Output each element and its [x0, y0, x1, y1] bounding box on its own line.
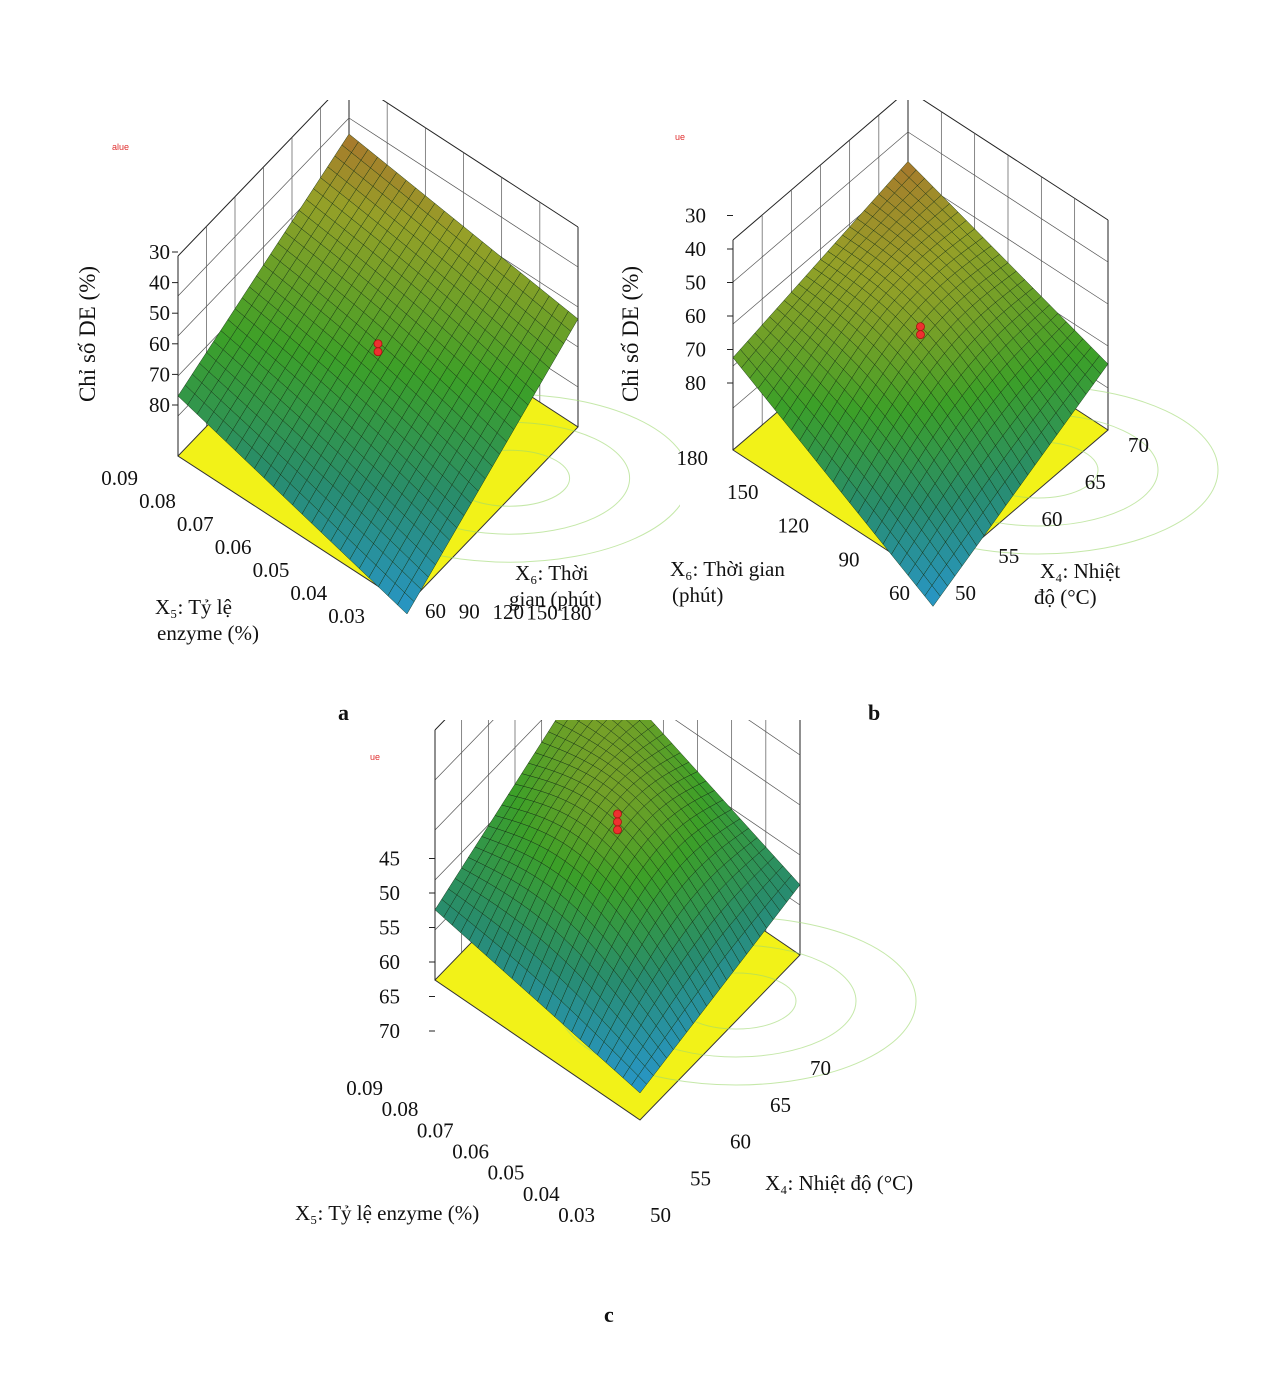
wall-grid-line: [748, 720, 801, 756]
panel-label-b: b: [868, 700, 881, 725]
y-tick-label: 65: [1085, 470, 1106, 494]
y-tick-label: 70: [810, 1056, 831, 1080]
corner-legend-fragment: ue: [370, 752, 380, 762]
y-tick-label: 60: [1042, 507, 1063, 531]
y-tick-label: 50: [955, 581, 976, 605]
y-axis-label: X₄: Nhiệt: [1040, 559, 1120, 583]
x-tick-label: 0.05: [488, 1161, 525, 1185]
wall-grid-line: [434, 720, 494, 781]
design-point: [916, 322, 925, 332]
response-surface: [732, 161, 1109, 607]
z-tick-label: 50: [149, 301, 170, 325]
x-axis-label-line2: (phút): [672, 583, 723, 607]
response-surface: [177, 133, 579, 615]
z-tick-label: 80: [149, 393, 170, 417]
z-tick-label: 50: [685, 271, 706, 295]
x-tick-label: 0.08: [139, 489, 176, 513]
y-tick-label: 50: [650, 1203, 671, 1227]
y-tick-label: 120: [493, 600, 525, 624]
wall-grid-line: [177, 117, 350, 297]
wall-grid-line: [434, 720, 543, 831]
surface-patch: [631, 1075, 647, 1094]
surface-patch: [924, 585, 941, 607]
y-tick-label: 150: [526, 601, 558, 625]
x-axis-label-line2: enzyme (%): [157, 621, 259, 645]
x-tick-label: 0.03: [328, 604, 365, 628]
z-tick-label: 65: [379, 985, 400, 1009]
z-tick-label: 60: [685, 304, 706, 328]
z-axis-label: Chỉ số DE (%): [618, 266, 643, 402]
surface-plot-c-svg: 70 65 60 55 50 45 0.090.080.070.060.050.040.03…: [295, 720, 917, 1227]
design-point: [373, 339, 383, 349]
corner-legend-fragment: ue: [675, 132, 685, 142]
y-tick-label: 70: [1128, 433, 1149, 457]
x-tick-label: 0.09: [346, 1076, 383, 1100]
x-tick-label: 0.07: [417, 1118, 454, 1142]
x-tick-label: 0.09: [101, 466, 138, 490]
design-point: [613, 809, 622, 819]
x-tick-label: 0.06: [452, 1140, 489, 1164]
z-tick-label: 50: [379, 881, 400, 905]
design-point: [373, 347, 383, 357]
z-tick-label: 30: [685, 204, 706, 228]
x-tick-label: 0.04: [523, 1182, 560, 1206]
z-tick-label: 80: [685, 371, 706, 395]
surface-plot-b-svg: 80 70 60 50 40 30 180 150 120 90 60 70 65 60 55 50 Chỉ s…: [618, 100, 1219, 609]
z-tick-label: 60: [149, 332, 170, 356]
x-tick-label: 90: [839, 547, 860, 571]
y-axis-label-line2: độ (°C): [1034, 585, 1097, 609]
wall-grid-line: [348, 117, 579, 268]
z-tick-label: 70: [379, 1019, 400, 1043]
panel-label-c: c: [604, 1302, 614, 1327]
y-tick-label: 180: [560, 601, 592, 625]
x-axis-label: X₅: Tỷ lệ: [155, 595, 232, 619]
x-tick-label: 0.04: [290, 581, 327, 605]
surface-patch: [397, 592, 415, 615]
z-tick-label: 30: [149, 240, 170, 264]
x-axis-label: X₆: Thời gian: [670, 557, 785, 581]
x-tick-label: 0.03: [558, 1203, 595, 1227]
response-surface: [434, 720, 801, 1094]
x-tick-label: 180: [677, 446, 709, 470]
y-tick-label: 90: [459, 600, 480, 624]
z-tick-label: 70: [685, 338, 706, 362]
z-tick-label: 40: [685, 237, 706, 261]
z-axis-label: Chỉ số DE (%): [75, 266, 100, 402]
z-tick-label: 45: [379, 847, 400, 871]
y-tick-label: 55: [690, 1166, 711, 1190]
y-tick-label: 60: [730, 1130, 751, 1154]
y-axis-label: X₆: Thời: [515, 561, 589, 585]
wall-grid-line: [907, 131, 1109, 263]
x-tick-label: 0.07: [177, 512, 214, 536]
x-tick-label: 0.05: [253, 558, 290, 582]
panel-label-a: a: [338, 700, 349, 725]
x-axis-label: X₅: Tỷ lệ enzyme (%): [295, 1201, 479, 1225]
design-point: [916, 330, 925, 340]
x-tick-label: 0.08: [382, 1097, 419, 1121]
z-tick-label: 55: [379, 916, 400, 940]
y-axis-label: X₄: Nhiệt độ (°C): [765, 1171, 913, 1195]
x-tick-label: 0.06: [215, 535, 252, 559]
z-tick-label: 70: [149, 362, 170, 386]
wall-grid-line: [674, 720, 801, 806]
x-tick-label: 150: [727, 480, 759, 504]
design-point: [613, 817, 622, 827]
corner-legend-fragment: alue: [112, 142, 129, 152]
y-tick-label: 55: [998, 544, 1019, 568]
x-tick-label: 60: [889, 581, 910, 605]
z-tick-label: 40: [149, 271, 170, 295]
y-tick-label: 65: [770, 1093, 791, 1117]
y-axis-label-line2: gian (phút): [509, 587, 602, 611]
wall-grid-line: [732, 131, 909, 283]
design-point: [613, 825, 622, 835]
y-tick-label: 60: [425, 599, 446, 623]
z-tick-label: 60: [379, 950, 400, 974]
x-tick-label: 120: [778, 514, 810, 538]
surface-plot-a-svg: 80 70 60 50 40 30 0.090.080.070.060.050.040.03…: [75, 100, 680, 645]
